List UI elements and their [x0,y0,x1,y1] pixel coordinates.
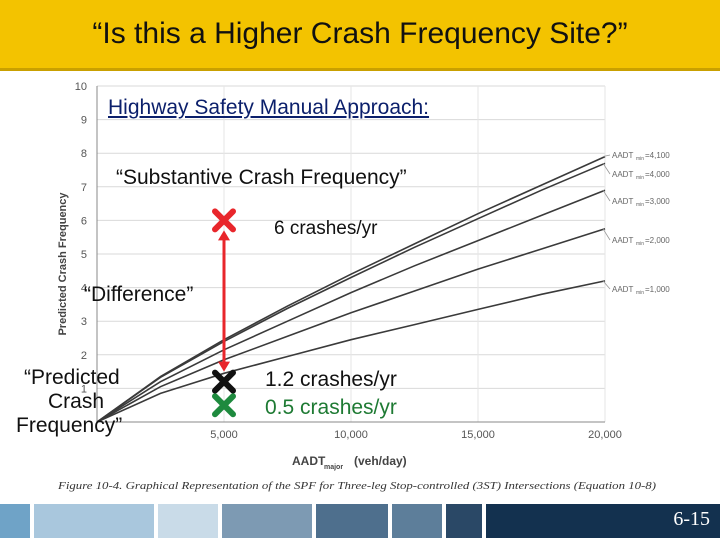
y-tick-label: 3 [81,316,87,328]
series-label: AADT [612,197,633,206]
x-marker-observed [212,369,236,394]
y-tick-label: 5 [81,249,87,261]
series-label: AADT [612,151,633,160]
approach-label: Highway Safety Manual Approach: [108,96,430,119]
series-leader [602,163,611,175]
series-line [96,280,606,423]
substantive-label: “Substantive Crash Frequency” [116,166,407,189]
y-axis-label: Predicted Crash Frequency [57,192,69,336]
x-tick-label: 10,000 [334,429,368,441]
series-label-sub: min [636,241,644,247]
x-marker-predicted [212,393,236,418]
series-label-value: =3,000 [645,197,670,206]
substantive-value: 6 crashes/yr [274,218,378,239]
series-line [96,155,606,423]
x-tick-label: 15,000 [461,429,495,441]
series-label: AADT [612,285,633,294]
series-label-sub: min [636,290,644,296]
series-leader [602,189,611,202]
footer-block [34,504,154,538]
y-tick-label: 2 [81,350,87,362]
series-line [96,162,606,423]
series-leader [602,228,611,241]
series-leader [602,154,611,157]
x-marker-substantive [212,208,236,233]
series-line [96,228,606,423]
figure-caption: Figure 10-4. Graphical Representation of… [57,480,657,492]
y-tick-label: 10 [75,81,87,93]
series-leader [602,280,611,290]
predicted-label-3: Frequency” [16,414,123,437]
x-axis-unit: (veh/day) [354,454,407,468]
series-label: AADT [612,170,633,179]
predicted-label-1: “Predicted [24,366,120,389]
footer-block [158,504,218,538]
series-label-sub: min [636,156,644,162]
difference-label: “Difference” [84,283,194,306]
y-tick-label: 1 [81,383,87,395]
series-label-value: =4,000 [645,170,670,179]
x-axis-label-sub: major [324,464,343,471]
y-tick-label: 9 [81,115,87,127]
predicted-label-2: Crash [48,390,105,413]
footer-block [0,504,30,538]
predicted-value: 0.5 crashes/yr [265,396,397,419]
series-label-value: =4,100 [645,151,670,160]
title-bar: “Is this a Higher Crash Frequency Site?” [0,0,720,71]
footer-block [392,504,442,538]
observed-value: 1.2 crashes/yr [265,368,397,391]
series-line [96,189,606,423]
footer-block [446,504,482,538]
slide-title: “Is this a Higher Crash Frequency Site?” [92,17,628,50]
footer-block [486,504,720,538]
y-tick-label: 6 [81,215,87,227]
x-tick-label: 5,000 [210,429,238,441]
x-tick-label: 20,000 [588,429,622,441]
footer-block [222,504,312,538]
series-label-sub: min [636,202,644,208]
footer-block [316,504,388,538]
y-tick-label: 4 [81,283,87,295]
x-axis-label: AADT [292,454,326,468]
series-label-value: =2,000 [645,236,670,245]
series-label: AADT [612,236,633,245]
difference-arrow-head-top [218,230,230,241]
y-tick-label: 8 [81,148,87,160]
series-label-sub: min [636,175,644,181]
slide-number: 6-15 [673,508,710,530]
figure-panel [48,75,675,495]
y-tick-label: 7 [81,182,87,194]
series-label-value: =1,000 [645,285,670,294]
difference-arrow-head-bottom [218,361,230,372]
